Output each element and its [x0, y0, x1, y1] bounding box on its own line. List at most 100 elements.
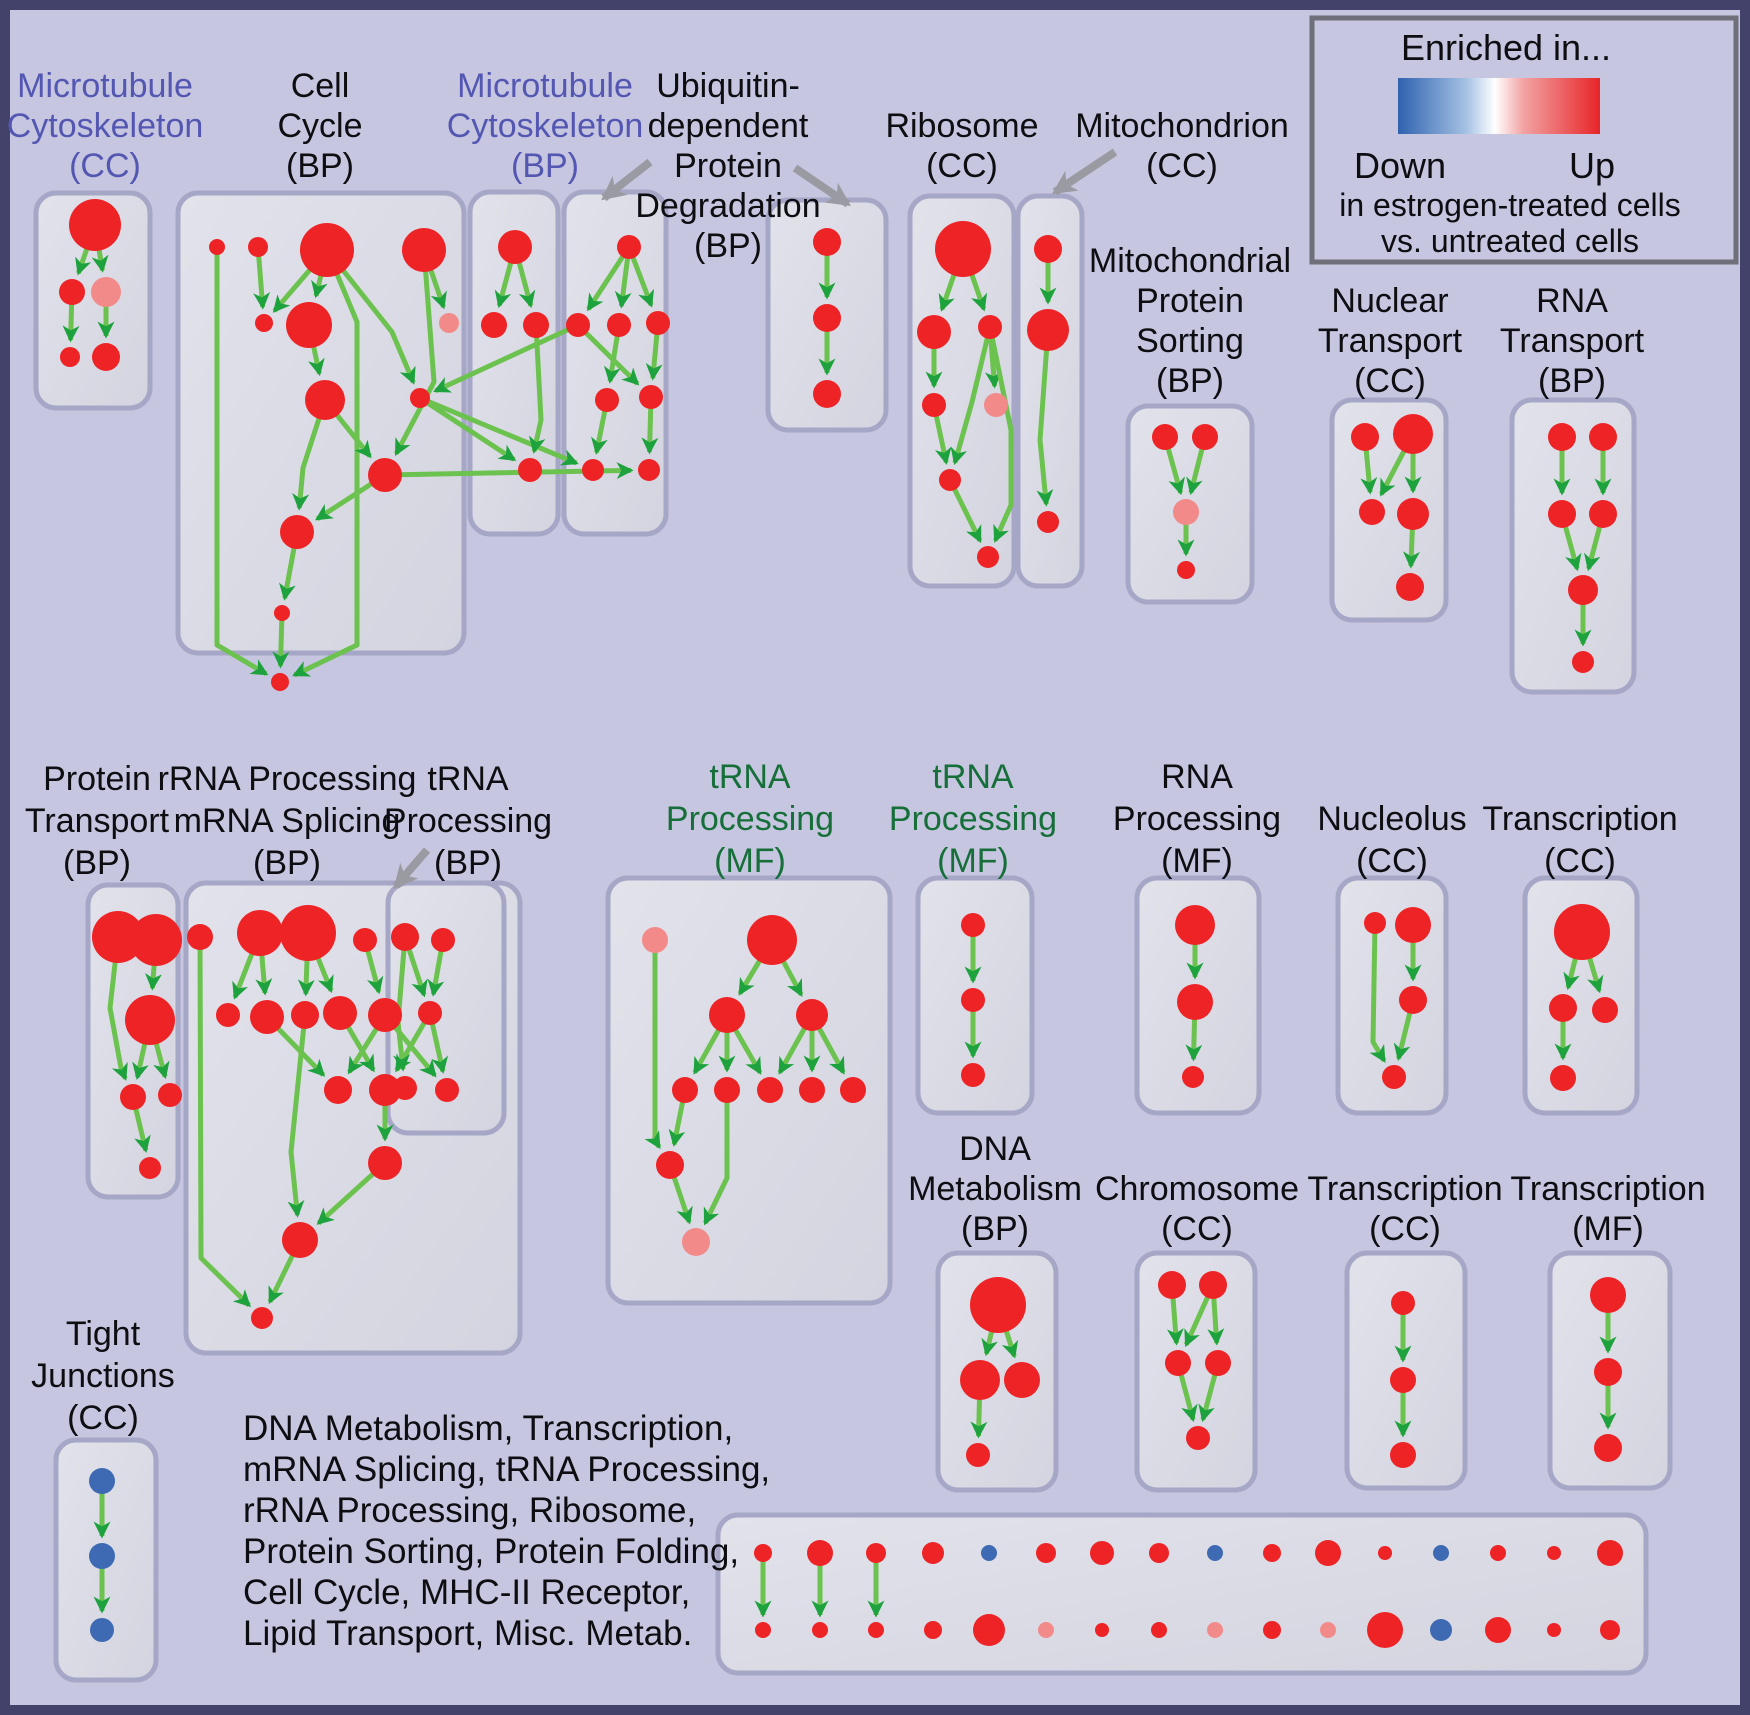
- node-bs4t: [922, 1542, 944, 1564]
- edge-mo2-mo3: [1036, 329, 1054, 507]
- node-ch4: [1205, 1350, 1231, 1376]
- node-tm10: [656, 1151, 684, 1179]
- edge-mb3-mb4: [528, 324, 546, 454]
- node-bs12b: [1367, 1612, 1403, 1648]
- node-ub1: [813, 228, 841, 256]
- cluster-trna-processing-bp-label-line: tRNA: [427, 760, 509, 798]
- cluster-ubiquitin-degradation-a-label-line: (BP): [694, 227, 762, 265]
- cluster-nuclear-transport-label-line: Nuclear: [1331, 282, 1448, 320]
- node-pt6: [139, 1157, 161, 1179]
- edge-ua2-cc9: [433, 322, 580, 394]
- cluster-microtubule-bp-label-line: Cytoskeleton: [447, 107, 644, 145]
- annotation-line-4: Protein Sorting, Protein Folding,: [243, 1532, 739, 1571]
- node-cc8: [305, 380, 345, 420]
- node-bs14t: [1490, 1545, 1506, 1561]
- node-rr6: [250, 1000, 284, 1034]
- node-tc4: [1550, 1065, 1576, 1091]
- node-nt5: [1396, 573, 1424, 601]
- edge-ua2-ua6: [576, 323, 640, 386]
- node-tm3: [709, 997, 745, 1033]
- node-tm5: [672, 1077, 698, 1103]
- node-tm6: [714, 1077, 740, 1103]
- node-tb3: [418, 1001, 442, 1025]
- legend-down-label: Down: [1354, 145, 1446, 186]
- node-tm11: [682, 1228, 710, 1256]
- node-mo3: [1037, 511, 1059, 533]
- cluster-trna-processing-bp-label-line: (BP): [434, 844, 502, 882]
- label-pointer-arrow-2: [792, 164, 851, 208]
- cluster-chromosome-label-line: Chromosome: [1095, 1170, 1299, 1208]
- node-rt3: [1548, 500, 1576, 528]
- cluster-microtubule-cc-label-line: (CC): [69, 147, 141, 185]
- node-cc6: [286, 302, 332, 348]
- cluster-nuclear-transport-label-line: Transport: [1318, 322, 1463, 360]
- cluster-protein-transport-label-line: Protein: [43, 760, 151, 798]
- edge-rr7-rr13: [287, 1014, 308, 1218]
- node-ms4: [1177, 561, 1195, 579]
- node-bs7t: [1090, 1541, 1114, 1565]
- cluster-microtubule-cc-label-line: Cytoskeleton: [7, 107, 204, 145]
- cluster-mito-protein-sorting-label-line: Mitochondrial: [1089, 242, 1291, 280]
- node-rr3: [280, 905, 336, 961]
- cluster-trna-processing-mf-large-label-line: tRNA: [709, 758, 791, 796]
- node-rr1: [187, 924, 213, 950]
- cluster-misc-strip-box: [715, 1512, 1649, 1676]
- legend-title: Enriched in...: [1401, 27, 1611, 68]
- edge-cc9-mb4: [418, 395, 517, 462]
- cluster-tight-junctions-label-line: (CC): [67, 1399, 139, 1437]
- node-nc1: [1364, 912, 1386, 934]
- edge-tm6-tm11: [702, 1090, 730, 1226]
- edge-cc3-cc9: [325, 248, 416, 385]
- node-cc11: [280, 515, 314, 549]
- cluster-trna-processing-mf-small-label-line: Processing: [889, 800, 1057, 838]
- node-ua7: [582, 459, 604, 481]
- cluster-trna-processing-bp-label-line: Processing: [384, 802, 552, 840]
- node-bs16t: [1597, 1540, 1623, 1566]
- node-bs9b: [1207, 1622, 1223, 1638]
- node-dm2: [960, 1360, 1000, 1400]
- cluster-trna-processing-mf-small-label-line: tRNA: [932, 758, 1014, 796]
- node-rb1: [935, 221, 991, 277]
- label-pointer-arrow-4: [392, 847, 431, 889]
- node-bs4b: [924, 1621, 942, 1639]
- edge-cc9-ua7: [419, 395, 579, 466]
- node-rr2: [237, 910, 283, 956]
- node-rr7: [291, 1001, 319, 1029]
- node-tj1: [89, 1468, 115, 1494]
- edge-cc12-cc13: [272, 612, 290, 669]
- node-pt5: [158, 1083, 182, 1107]
- cluster-microtubule-cc-label-line: Microtubule: [17, 67, 193, 105]
- cluster-cell-cycle-label-line: Cycle: [277, 107, 362, 145]
- edge-pt1-pt4: [107, 936, 128, 1081]
- node-bs3b: [868, 1622, 884, 1638]
- node-ts3: [961, 1063, 985, 1087]
- node-ua4: [646, 311, 670, 335]
- node-ua6: [639, 385, 663, 409]
- node-mtcc4: [60, 347, 80, 367]
- node-rb6: [939, 469, 961, 491]
- node-nc4: [1382, 1065, 1406, 1089]
- node-cc9: [410, 388, 430, 408]
- node-bs10b: [1263, 1621, 1281, 1639]
- node-bs5t: [981, 1545, 997, 1561]
- node-rr5: [216, 1003, 240, 1027]
- edge-cc8-cc11: [292, 399, 328, 511]
- edge-cc1-cc13: [214, 247, 269, 677]
- cluster-mito-protein-sorting-label-line: (BP): [1156, 362, 1224, 400]
- cluster-trna-processing-mf-large-label-line: Processing: [666, 800, 834, 838]
- node-mo2: [1027, 309, 1069, 351]
- node-bs12t: [1378, 1546, 1392, 1560]
- cluster-mitochondrion-cc-box: [1015, 193, 1085, 589]
- node-ua8: [638, 459, 660, 481]
- annotation-line-2: mRNA Splicing, tRNA Processing,: [243, 1450, 770, 1489]
- node-mb4: [518, 458, 542, 482]
- cluster-ubiquitin-degradation-a-label-line: Protein: [674, 147, 782, 185]
- node-rt1: [1548, 423, 1576, 451]
- legend-up-label: Up: [1569, 145, 1615, 186]
- cluster-mitochondrion-cc-label-line: Mitochondrion: [1075, 107, 1289, 145]
- node-bs5b: [973, 1614, 1005, 1646]
- node-rp3: [1182, 1066, 1204, 1088]
- cluster-ribosome-cc-label-line: (CC): [926, 147, 998, 185]
